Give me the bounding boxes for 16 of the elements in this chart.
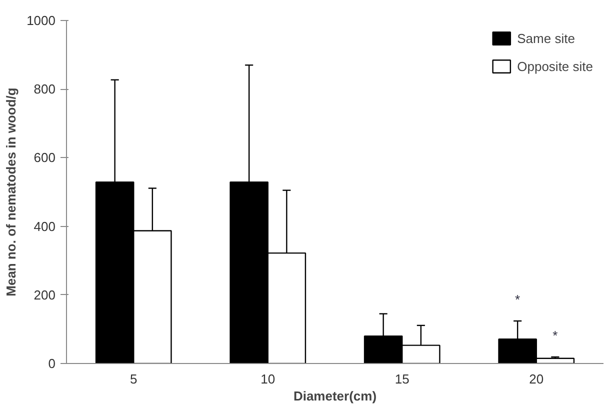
legend-label: Opposite site [517, 58, 593, 74]
x-tick-label: 5 [130, 372, 138, 386]
y-tick-label: 600 [34, 150, 56, 166]
x-tick-label: 10 [260, 372, 276, 386]
y-tick-label: 800 [34, 82, 56, 97]
y-tick-label: 0 [48, 356, 56, 371]
y-tick-label: 400 [34, 218, 56, 234]
annotation: * [515, 292, 520, 307]
y-axis-title: Mean no. of nematodes in wood/g [4, 88, 19, 296]
y-tick-label: 200 [34, 287, 56, 302]
x-axis-title: Diameter(cm) [293, 388, 377, 404]
x-tick-label: 15 [394, 372, 410, 386]
annotation: * [552, 328, 558, 343]
legend-label: Same site [517, 30, 575, 46]
x-tick-label: 20 [529, 372, 544, 386]
y-tick-label: 1000 [26, 13, 56, 28]
